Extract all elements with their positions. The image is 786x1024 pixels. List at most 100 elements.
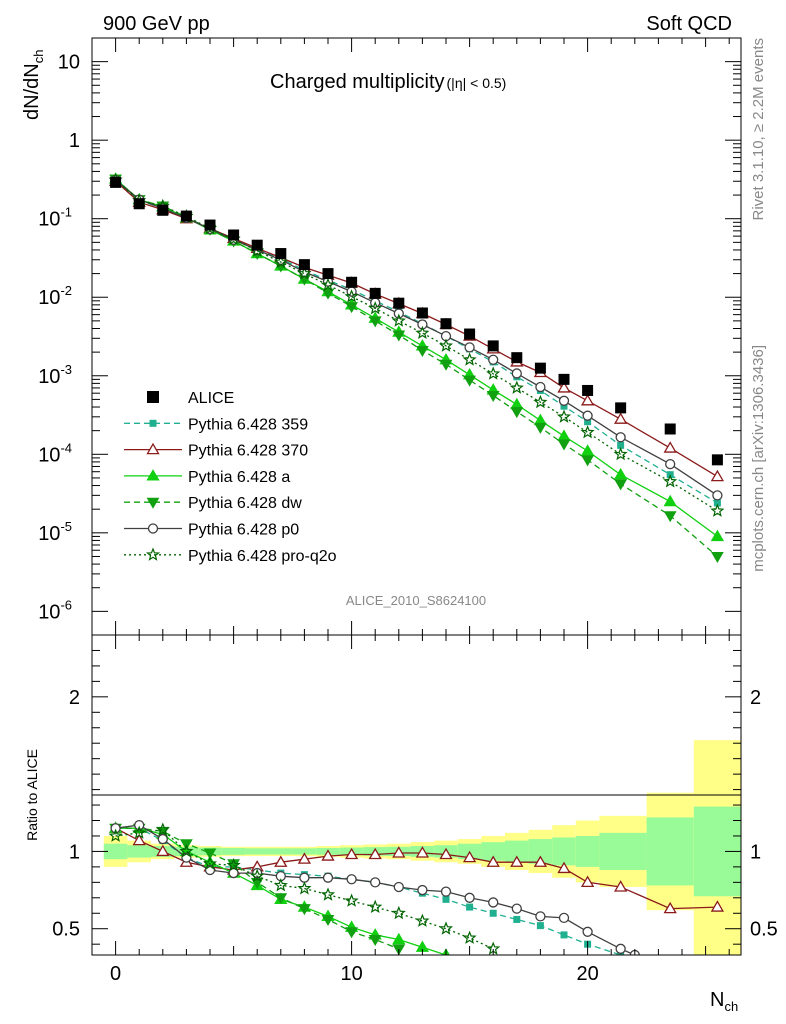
ratio-data-point [535, 911, 546, 922]
y-tick-label-base: 10 [38, 523, 60, 545]
ratio-data-point [322, 872, 334, 883]
ratio-data-point [274, 855, 288, 867]
data-point [345, 302, 358, 314]
data-point [416, 345, 429, 357]
legend-item: Pythia 6.428 a [124, 469, 290, 486]
ratio-data-point [226, 858, 241, 872]
data-point [558, 395, 570, 406]
data-point [712, 490, 723, 501]
ratio-data-point [321, 914, 335, 926]
data-point [509, 380, 524, 394]
main-title: Charged multiplicity (|η| < 0.5) [270, 71, 506, 93]
ratio-data-point [346, 874, 357, 885]
data-point [180, 210, 192, 222]
data-point [321, 288, 335, 300]
data-point [392, 330, 406, 342]
data-point [534, 422, 547, 434]
ratio-data-point [536, 922, 544, 930]
data-point [462, 352, 477, 366]
ratio-series-line [115, 827, 621, 955]
data-point [663, 511, 677, 523]
ratio-data-point [392, 846, 406, 858]
ratio-plot-frame [91, 634, 742, 956]
stat-band [481, 842, 505, 861]
ratio-data-point [464, 892, 475, 903]
ratio-data-point [392, 932, 406, 945]
data-point [665, 458, 676, 470]
y-tick-label: 10 [58, 52, 80, 74]
ratio-data-point [297, 852, 312, 864]
ratio-data-point [415, 846, 430, 858]
data-point [488, 354, 499, 365]
ratio-data-point [344, 893, 359, 907]
y-tick-label-base: 10 [38, 601, 60, 623]
data-point [663, 494, 677, 507]
ratio-data-point [417, 884, 428, 896]
y-tick-label: 10-4 [38, 440, 72, 466]
ratio-data-point [108, 828, 123, 842]
ratio-data-point [299, 872, 310, 883]
y-axis-label-sub: ch [31, 50, 46, 64]
ratio-data-point [488, 897, 499, 908]
data-point [417, 319, 428, 330]
data-point [664, 423, 676, 435]
ratio-data-point [370, 877, 381, 888]
ratio-data-point [393, 881, 404, 893]
ratio-data-point [110, 823, 121, 834]
ratio-data-point [345, 927, 358, 939]
main-plot-frame [91, 37, 742, 636]
legend-item: Pythia 6.428 359 [124, 416, 308, 433]
data-point [710, 529, 725, 542]
header-left: 900 GeV pp [103, 13, 210, 35]
data-point [273, 254, 288, 269]
y-axis-label-base: dN/dN [21, 63, 43, 120]
data-point [322, 268, 334, 280]
ratio-plot-panel: 0.5 0.51 12 20 10 20 Ratio to ALICE Nch [24, 634, 778, 1014]
ratio-data-point [203, 848, 217, 860]
legend-item: Pythia 6.428 pro-q2o [124, 547, 337, 565]
ratio-data-point [132, 833, 146, 846]
ratio-data-point [439, 847, 453, 860]
data-point [614, 467, 628, 480]
stat-band [575, 835, 600, 867]
legend-marker [147, 523, 159, 534]
stat-band [646, 817, 694, 886]
data-point [416, 307, 428, 319]
data-point [580, 394, 595, 406]
data-point [438, 338, 454, 352]
stat-band [221, 848, 246, 855]
legend-label: Pythia 6.428 dw [188, 495, 302, 512]
data-point [582, 384, 594, 396]
data-point [368, 301, 383, 315]
data-point [615, 402, 627, 414]
stat-band [292, 848, 317, 855]
ratio-data-point [663, 901, 677, 914]
header-right: Soft QCD [646, 13, 732, 35]
data-point [228, 229, 240, 241]
data-point [393, 297, 405, 309]
legend-marker [149, 419, 157, 427]
data-point [463, 375, 476, 387]
x-axis-label-sub: ch [724, 999, 738, 1014]
y-tick-label: 10-2 [38, 283, 72, 309]
stat-band [599, 832, 647, 870]
ratio-data-point [489, 909, 497, 917]
data-point [556, 409, 572, 423]
data-point [511, 368, 522, 379]
y-tick-label: 10-6 [38, 597, 72, 623]
ratio-data-point [368, 847, 382, 860]
legend-marker [147, 391, 159, 403]
ratio-y-tick-label: 0.5 [52, 919, 80, 941]
data-point [614, 412, 628, 424]
y-tick-label-exp: -6 [60, 597, 72, 612]
legend-marker [146, 497, 160, 509]
data-point [533, 394, 548, 409]
data-point [557, 381, 571, 393]
ratio-data-point [486, 855, 500, 867]
data-point [711, 551, 724, 563]
main-title-cut: (|η| < 0.5) [447, 75, 507, 91]
ratio-data-point [442, 895, 450, 903]
ratio-data-point [462, 850, 477, 863]
ratio-data-point [320, 887, 336, 901]
